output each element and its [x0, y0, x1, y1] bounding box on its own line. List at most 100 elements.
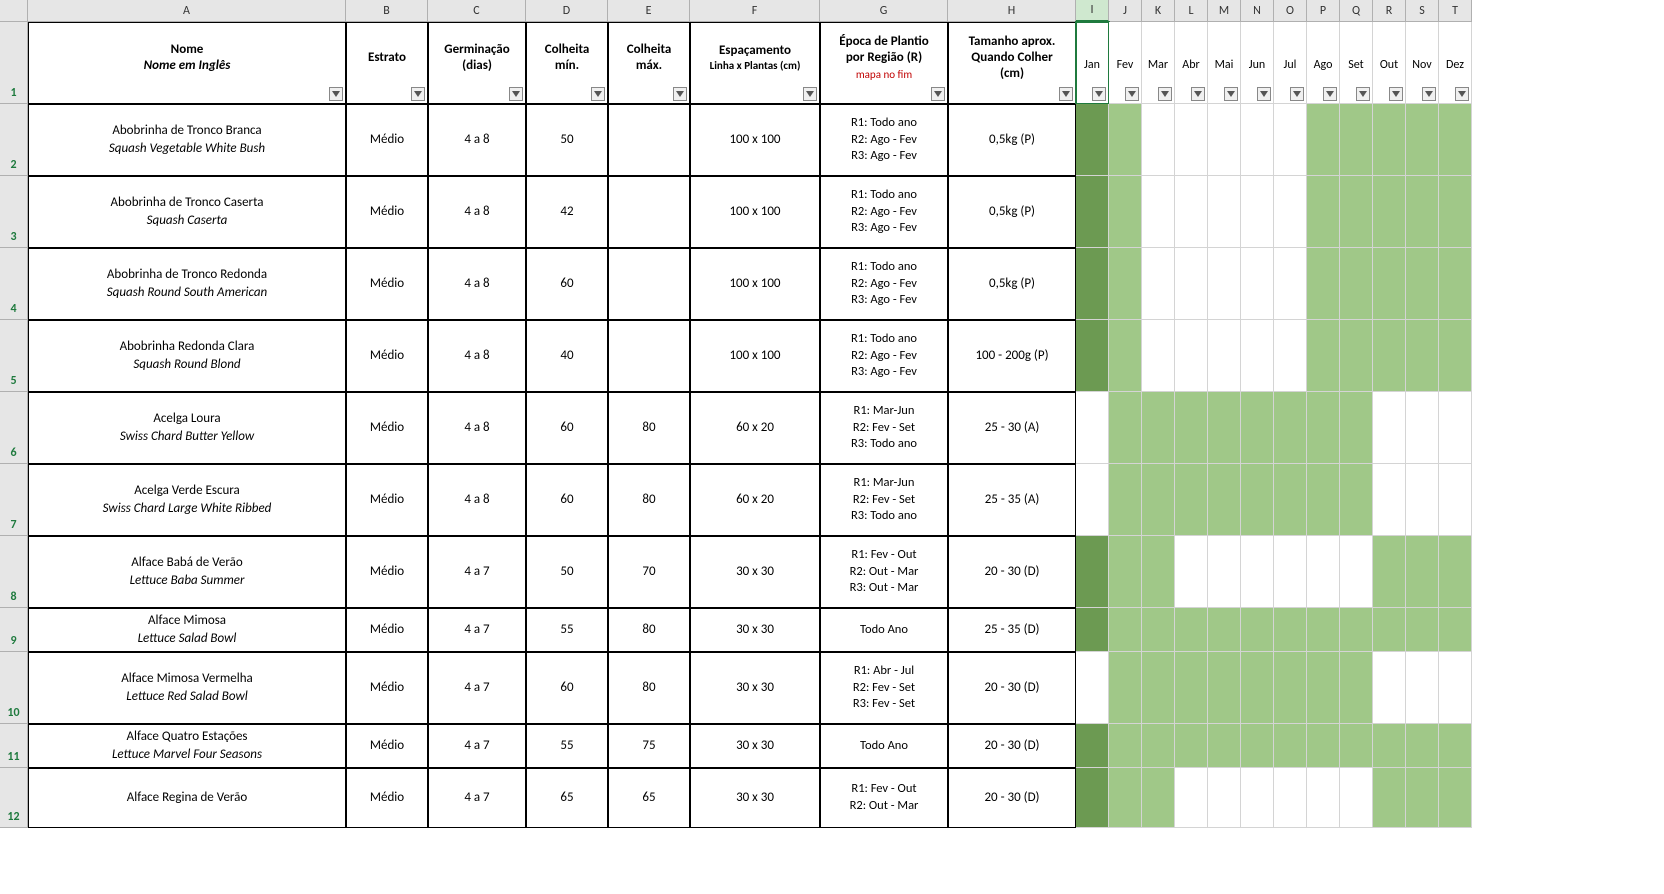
cell-germinacao[interactable]: 4 a 7: [428, 652, 526, 724]
cell-month[interactable]: [1142, 392, 1175, 464]
cell-name[interactable]: Acelga Verde EscuraSwiss Chard Large Whi…: [28, 464, 346, 536]
cell-tamanho[interactable]: 20 - 30 (D): [948, 724, 1076, 768]
cell-month[interactable]: [1307, 248, 1340, 320]
cell-colheita-max[interactable]: [608, 176, 690, 248]
cell-germinacao[interactable]: 4 a 8: [428, 104, 526, 176]
cell-month[interactable]: [1142, 652, 1175, 724]
cell-month[interactable]: [1439, 104, 1472, 176]
cell-month[interactable]: [1109, 652, 1142, 724]
cell-month[interactable]: [1340, 392, 1373, 464]
cell-month[interactable]: [1175, 536, 1208, 608]
cell-germinacao[interactable]: 4 a 7: [428, 536, 526, 608]
cell-germinacao[interactable]: 4 a 7: [428, 724, 526, 768]
cell-month[interactable]: [1307, 536, 1340, 608]
cell-epoca[interactable]: R1: Todo anoR2: Ago - FevR3: Ago - Fev: [820, 320, 948, 392]
filter-button[interactable]: [1290, 87, 1304, 101]
cell-month[interactable]: [1274, 392, 1307, 464]
cell-month[interactable]: [1307, 652, 1340, 724]
col-header-M[interactable]: M: [1208, 0, 1241, 22]
cell-month[interactable]: [1307, 104, 1340, 176]
cell-estrato[interactable]: Médio: [346, 768, 428, 828]
cell-epoca[interactable]: R1: Todo anoR2: Ago - FevR3: Ago - Fev: [820, 176, 948, 248]
cell-month[interactable]: [1241, 320, 1274, 392]
filter-button[interactable]: [1257, 87, 1271, 101]
cell-month[interactable]: [1241, 104, 1274, 176]
filter-button[interactable]: [803, 87, 817, 101]
cell-month[interactable]: [1340, 464, 1373, 536]
col-header-A[interactable]: A: [28, 0, 346, 22]
cell-name[interactable]: Alface Mimosa VermelhaLettuce Red Salad …: [28, 652, 346, 724]
cell-month[interactable]: [1373, 104, 1406, 176]
cell-month[interactable]: [1406, 724, 1439, 768]
cell-colheita-min[interactable]: 65: [526, 768, 608, 828]
col-header-J[interactable]: J: [1109, 0, 1142, 22]
filter-button[interactable]: [329, 87, 343, 101]
cell-germinacao[interactable]: 4 a 8: [428, 392, 526, 464]
cell-month[interactable]: [1142, 104, 1175, 176]
cell-germinacao[interactable]: 4 a 8: [428, 320, 526, 392]
cell-month[interactable]: [1076, 104, 1109, 176]
cell-month[interactable]: [1340, 320, 1373, 392]
cell-month[interactable]: [1109, 724, 1142, 768]
cell-month[interactable]: [1241, 536, 1274, 608]
cell-tamanho[interactable]: 0,5kg (P): [948, 176, 1076, 248]
cell-month[interactable]: [1109, 248, 1142, 320]
cell-epoca[interactable]: R1: Fev - OutR2: Out - MarR3: Out - Mar: [820, 536, 948, 608]
cell-colheita-max[interactable]: 70: [608, 536, 690, 608]
cell-colheita-max[interactable]: [608, 104, 690, 176]
cell-colheita-max[interactable]: 80: [608, 392, 690, 464]
cell-tamanho[interactable]: 25 - 35 (A): [948, 464, 1076, 536]
cell-name[interactable]: Abobrinha Redonda ClaraSquash Round Blon…: [28, 320, 346, 392]
cell-month[interactable]: [1109, 536, 1142, 608]
cell-epoca[interactable]: R1: Todo anoR2: Ago - FevR3: Ago - Fev: [820, 104, 948, 176]
cell-month[interactable]: [1340, 608, 1373, 652]
cell-month[interactable]: [1307, 392, 1340, 464]
row-number[interactable]: 11: [0, 724, 28, 768]
cell-espacamento[interactable]: 30 x 30: [690, 724, 820, 768]
cell-month[interactable]: [1175, 652, 1208, 724]
cell-espacamento[interactable]: 100 x 100: [690, 176, 820, 248]
row-number[interactable]: 2: [0, 104, 28, 176]
cell-espacamento[interactable]: 30 x 30: [690, 652, 820, 724]
cell-month[interactable]: [1307, 464, 1340, 536]
cell-month[interactable]: [1373, 176, 1406, 248]
cell-tamanho[interactable]: 0,5kg (P): [948, 248, 1076, 320]
col-header-H[interactable]: H: [948, 0, 1076, 22]
cell-month[interactable]: [1076, 176, 1109, 248]
cell-month[interactable]: [1241, 724, 1274, 768]
filter-button[interactable]: [1455, 87, 1469, 101]
cell-month[interactable]: [1307, 320, 1340, 392]
cell-month[interactable]: [1274, 608, 1307, 652]
cell-month[interactable]: [1307, 608, 1340, 652]
cell-colheita-min[interactable]: 60: [526, 392, 608, 464]
cell-epoca[interactable]: Todo Ano: [820, 608, 948, 652]
row-number[interactable]: 9: [0, 608, 28, 652]
cell-colheita-min[interactable]: 55: [526, 608, 608, 652]
cell-tamanho[interactable]: 0,5kg (P): [948, 104, 1076, 176]
cell-month[interactable]: [1142, 320, 1175, 392]
cell-colheita-min[interactable]: 42: [526, 176, 608, 248]
cell-month[interactable]: [1373, 608, 1406, 652]
row-number[interactable]: 1: [0, 22, 28, 104]
cell-espacamento[interactable]: 100 x 100: [690, 104, 820, 176]
cell-estrato[interactable]: Médio: [346, 608, 428, 652]
cell-month[interactable]: [1142, 536, 1175, 608]
cell-estrato[interactable]: Médio: [346, 724, 428, 768]
cell-colheita-min[interactable]: 50: [526, 536, 608, 608]
cell-month[interactable]: [1274, 320, 1307, 392]
col-header-L[interactable]: L: [1175, 0, 1208, 22]
cell-month[interactable]: [1175, 464, 1208, 536]
row-number[interactable]: 3: [0, 176, 28, 248]
cell-month[interactable]: [1076, 320, 1109, 392]
cell-month[interactable]: [1373, 768, 1406, 828]
cell-estrato[interactable]: Médio: [346, 248, 428, 320]
cell-month[interactable]: [1373, 392, 1406, 464]
cell-month[interactable]: [1241, 652, 1274, 724]
cell-month[interactable]: [1274, 176, 1307, 248]
col-header-B[interactable]: B: [346, 0, 428, 22]
cell-month[interactable]: [1109, 608, 1142, 652]
filter-button[interactable]: [1125, 87, 1139, 101]
cell-month[interactable]: [1142, 248, 1175, 320]
col-header-P[interactable]: P: [1307, 0, 1340, 22]
cell-germinacao[interactable]: 4 a 7: [428, 768, 526, 828]
